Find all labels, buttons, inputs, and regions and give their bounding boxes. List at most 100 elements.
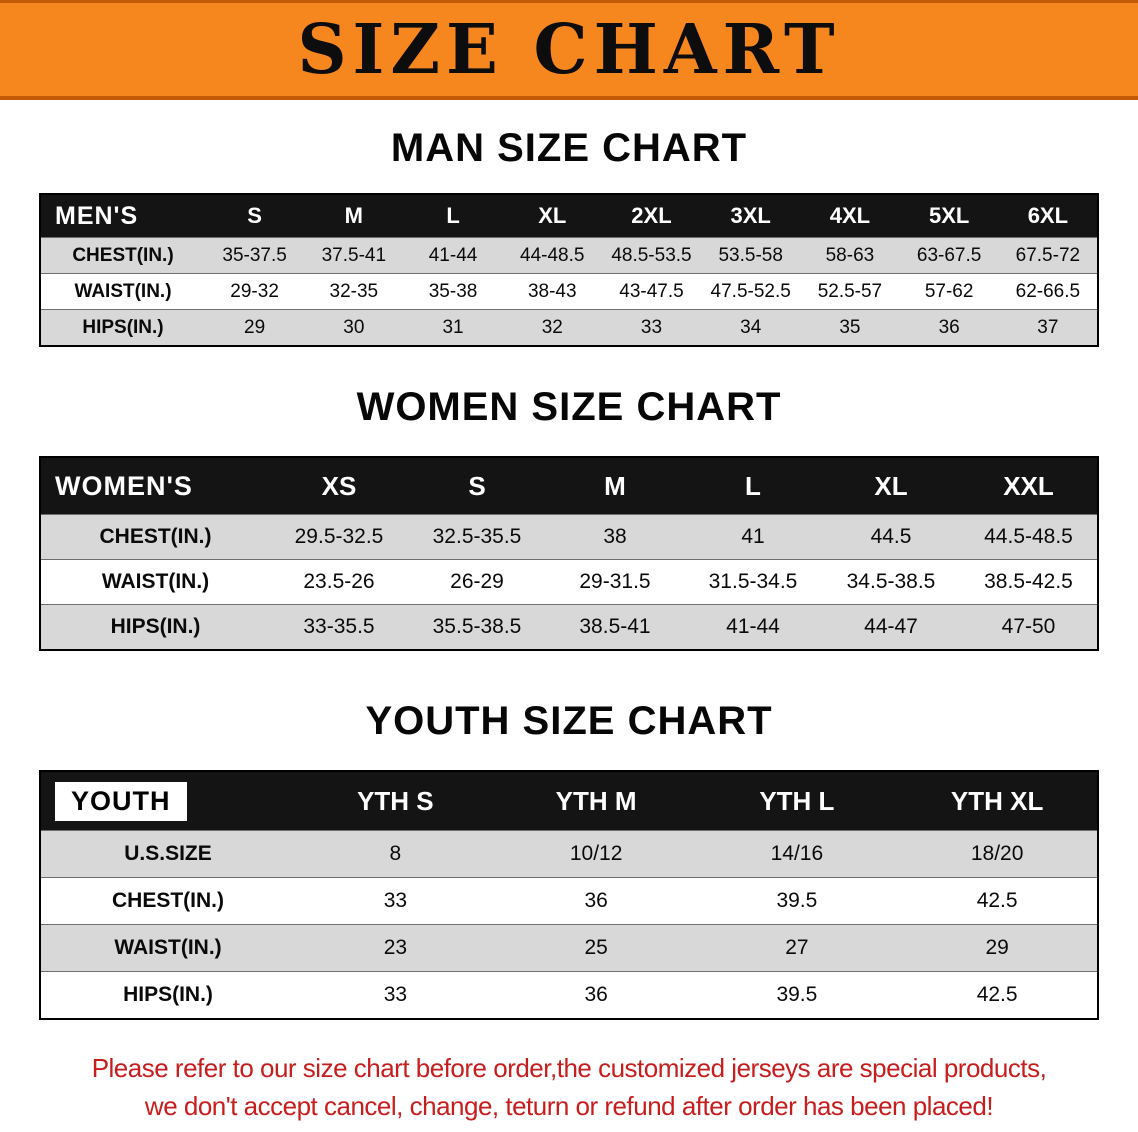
size-header-cell: YTH S bbox=[295, 771, 496, 831]
value-cell: 33 bbox=[640, 316, 663, 338]
value-cell: 36 bbox=[584, 889, 608, 912]
footer-disclaimer-line1: Please refer to our size chart before or… bbox=[91, 1053, 1047, 1083]
header-label: XS bbox=[321, 470, 357, 501]
page-title: SIZE CHART bbox=[297, 9, 841, 90]
row-label-cell: WAIST(IN.) bbox=[114, 936, 222, 959]
value-cell: 14/16 bbox=[770, 842, 824, 865]
table-row: HIPS(IN.) 33-35.5 35.5-38.5 38.5-41 41-44 44-… bbox=[40, 604, 1098, 650]
mens-size-table: MEN'S S M L XL 2XL 3XL 4XL 5XL 6XL CHEST(IN.) 35-37… bbox=[39, 193, 1099, 347]
value-cell: 35 bbox=[839, 316, 861, 338]
value-cell: 38-43 bbox=[527, 280, 577, 302]
banner: SIZE CHART bbox=[0, 0, 1138, 100]
table-header-row: MEN'S S M L XL 2XL 3XL 4XL 5XL 6XL bbox=[40, 194, 1098, 238]
table-row: CHEST(IN.) 33 36 39.5 42.5 bbox=[40, 877, 1098, 925]
size-table: YOUTH YTH S YTH M YTH L YTH XL U.S.SIZE 8 10/12… bbox=[39, 770, 1099, 1020]
value-cell: 47-50 bbox=[1001, 615, 1056, 638]
footer-disclaimer: Please refer to our size chart before or… bbox=[0, 1050, 1138, 1125]
table-row: WAIST(IN.) 23.5-26 26-29 29-31.5 31.5-34.5 34… bbox=[40, 559, 1098, 605]
header-label: 2XL bbox=[631, 203, 672, 228]
value-cell: 38 bbox=[603, 525, 627, 548]
value-cell: 33 bbox=[383, 983, 408, 1006]
value-cell: 29 bbox=[244, 316, 266, 338]
size-header-cell: YTH M bbox=[495, 771, 697, 831]
value-cell: 31 bbox=[442, 316, 464, 338]
value-cell: 29-31.5 bbox=[579, 570, 651, 593]
header-label: S bbox=[247, 203, 262, 228]
value-cell: 44.5-48.5 bbox=[984, 525, 1073, 548]
value-cell: 41-44 bbox=[428, 244, 478, 266]
size-header-cell: XL bbox=[502, 194, 602, 238]
value-cell: 63-67.5 bbox=[916, 244, 982, 266]
value-cell: 23.5-26 bbox=[303, 570, 375, 593]
value-cell: 62-66.5 bbox=[1015, 280, 1081, 302]
row-label-cell: U.S.SIZE bbox=[124, 842, 212, 865]
value-cell: 29-32 bbox=[230, 280, 279, 302]
value-cell: 41 bbox=[741, 525, 765, 548]
value-cell: 44-48.5 bbox=[520, 244, 585, 266]
value-cell: 42.5 bbox=[976, 983, 1018, 1006]
header-label: YTH S bbox=[357, 785, 434, 816]
header-label: XL bbox=[874, 470, 908, 501]
size-header-cell: S bbox=[205, 194, 305, 238]
value-cell: 37.5-41 bbox=[321, 244, 387, 266]
value-cell: 29.5-32.5 bbox=[294, 525, 384, 548]
value-cell: 44-47 bbox=[864, 615, 918, 638]
size-header-cell: YTH XL bbox=[897, 771, 1098, 831]
value-cell: 31.5-34.5 bbox=[708, 570, 798, 593]
value-cell: 47.5-52.5 bbox=[710, 280, 791, 302]
value-cell: 41-44 bbox=[726, 615, 780, 638]
table-row: WAIST(IN.) 29-32 32-35 35-38 38-43 43-47.5 47.… bbox=[40, 273, 1098, 310]
value-cell: 38.5-41 bbox=[579, 615, 651, 638]
size-header-cell: XS bbox=[270, 457, 408, 515]
header-label: WOMEN'S bbox=[55, 470, 193, 501]
header-label: YTH L bbox=[759, 785, 835, 816]
value-cell: 32-35 bbox=[329, 280, 379, 302]
size-header-cell: M bbox=[304, 194, 404, 238]
value-cell: 33 bbox=[383, 889, 408, 912]
header-label: L bbox=[745, 470, 761, 501]
header-label: M bbox=[604, 470, 626, 501]
row-label-cell: CHEST(IN.) bbox=[99, 525, 212, 548]
value-cell: 44.5 bbox=[870, 525, 912, 548]
header-label: 5XL bbox=[928, 203, 970, 228]
value-cell: 36 bbox=[584, 983, 608, 1006]
header-label: YOUTH bbox=[55, 781, 187, 821]
value-cell: 18/20 bbox=[970, 842, 1024, 865]
value-cell: 39.5 bbox=[776, 889, 818, 912]
header-label: L bbox=[446, 203, 460, 228]
header-label: YTH XL bbox=[950, 785, 1044, 816]
table-row: HIPS(IN.) 29 30 31 32 33 34 35 36 37 bbox=[40, 309, 1098, 346]
header-label: 6XL bbox=[1027, 203, 1069, 228]
table-title-cell: WOMEN'S bbox=[40, 457, 270, 515]
youth-size-table: YOUTH YTH S YTH M YTH L YTH XL U.S.SIZE 8 10/12… bbox=[39, 770, 1099, 1020]
value-cell: 8 bbox=[389, 842, 402, 865]
value-cell: 23 bbox=[383, 936, 408, 959]
value-cell: 35.5-38.5 bbox=[432, 615, 522, 638]
value-cell: 32.5-35.5 bbox=[432, 525, 522, 548]
value-cell: 35-37.5 bbox=[222, 244, 287, 266]
value-cell: 30 bbox=[343, 316, 365, 338]
size-header-cell: XXL bbox=[960, 457, 1098, 515]
value-cell: 29 bbox=[985, 936, 1009, 959]
header-label: XXL bbox=[1003, 470, 1054, 501]
table-row: U.S.SIZE 8 10/12 14/16 18/20 bbox=[40, 830, 1098, 878]
value-cell: 52.5-57 bbox=[817, 280, 883, 302]
value-cell: 33-35.5 bbox=[303, 615, 375, 638]
table-row: CHEST(IN.) 29.5-32.5 32.5-35.5 38 41 44.5 44.5… bbox=[40, 514, 1098, 560]
size-header-cell: XL bbox=[822, 457, 960, 515]
size-header-cell: YTH L bbox=[696, 771, 898, 831]
header-label: XL bbox=[538, 203, 567, 228]
table-title-cell: YOUTH bbox=[40, 771, 295, 831]
table-row: HIPS(IN.) 33 36 39.5 42.5 bbox=[40, 971, 1098, 1019]
row-label-cell: CHEST(IN.) bbox=[112, 889, 224, 912]
value-cell: 48.5-53.5 bbox=[611, 244, 692, 266]
footer-disclaimer-line2: we don't accept cancel, change, teturn o… bbox=[144, 1090, 994, 1121]
value-cell: 10/12 bbox=[569, 842, 623, 865]
size-header-cell: 4XL bbox=[800, 194, 900, 238]
value-cell: 32 bbox=[541, 316, 563, 338]
value-cell: 39.5 bbox=[776, 983, 818, 1006]
header-label: 3XL bbox=[730, 203, 771, 228]
header-label: S bbox=[468, 470, 486, 501]
man-size-chart-heading: MAN SIZE CHART bbox=[390, 126, 748, 170]
